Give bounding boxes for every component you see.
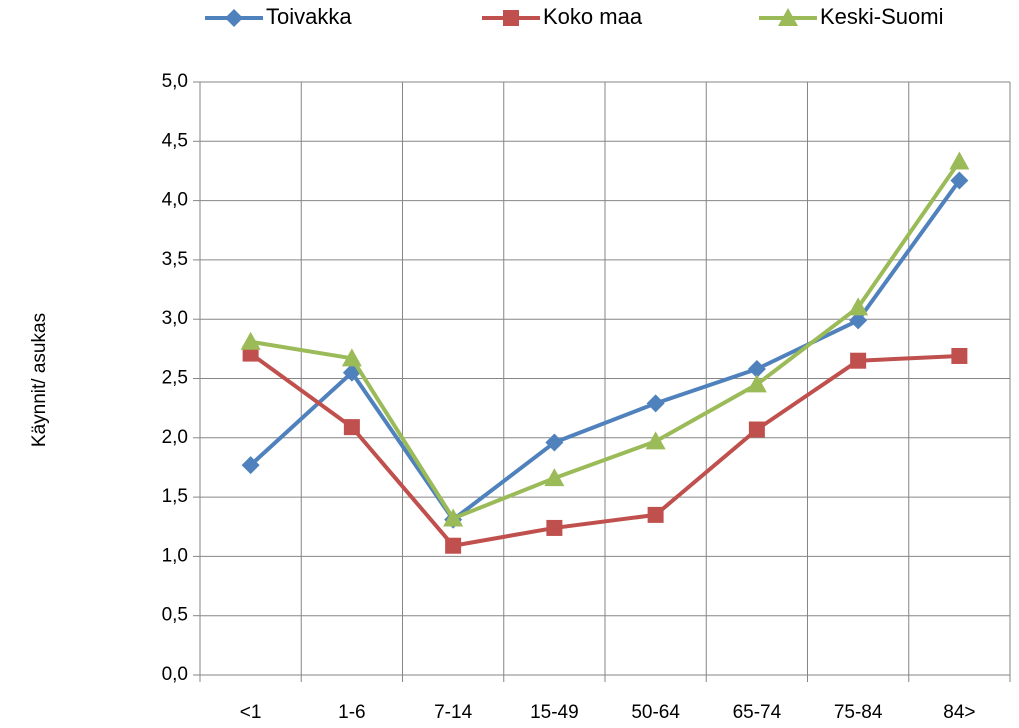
x-tick-label: 1-6 (338, 702, 365, 723)
data-point (747, 360, 766, 379)
data-point (646, 394, 665, 413)
legend-marker (225, 9, 243, 27)
y-tick-label: 2,0 (162, 427, 188, 448)
y-tick-label: 5,0 (162, 71, 188, 92)
y-tick-label: 1,5 (162, 486, 188, 507)
y-tick-label: 4,0 (162, 190, 188, 211)
data-point (240, 331, 261, 350)
data-point (241, 456, 260, 475)
data-point (544, 468, 565, 487)
y-tick-label: 0,5 (162, 605, 188, 626)
data-point (746, 374, 767, 393)
data-point (848, 297, 869, 316)
data-point (949, 151, 970, 170)
legend-label: Keski-Suomi (820, 4, 943, 29)
x-tick-label: 84> (943, 702, 975, 723)
x-tick-label: 7-14 (434, 702, 472, 723)
x-tick-label: 15-49 (530, 702, 579, 723)
x-tick-label: 50-64 (631, 702, 680, 723)
series-line (249, 351, 960, 548)
data-point (748, 421, 765, 438)
series-line (249, 179, 961, 522)
y-tick-label: 2,5 (162, 368, 188, 389)
data-point (950, 171, 969, 190)
legend-label: Koko maa (543, 4, 643, 29)
x-tick-label: 65-74 (733, 702, 782, 723)
y-axis-label: Käynnit/ asukas (29, 313, 50, 447)
legend-marker (778, 8, 798, 26)
data-point (343, 419, 360, 436)
y-tick-label: 3,5 (162, 249, 188, 270)
data-point (850, 352, 867, 369)
data-point (849, 311, 868, 330)
data-point (645, 431, 666, 450)
data-point (341, 348, 362, 367)
legend-label: Toivakka (266, 4, 352, 29)
data-point (443, 508, 464, 527)
data-point (951, 347, 968, 364)
legend-marker (503, 10, 519, 26)
data-point (546, 519, 563, 536)
x-tick-label: 75-84 (834, 702, 883, 723)
y-tick-label: 3,0 (162, 308, 188, 329)
data-point (647, 506, 664, 523)
y-tick-label: 4,5 (162, 130, 188, 151)
x-tick-label: <1 (240, 702, 262, 723)
series-line (250, 160, 962, 521)
data-point (545, 433, 564, 452)
y-tick-label: 0,0 (162, 664, 188, 685)
data-point (445, 537, 462, 554)
y-tick-label: 1,0 (162, 545, 188, 566)
